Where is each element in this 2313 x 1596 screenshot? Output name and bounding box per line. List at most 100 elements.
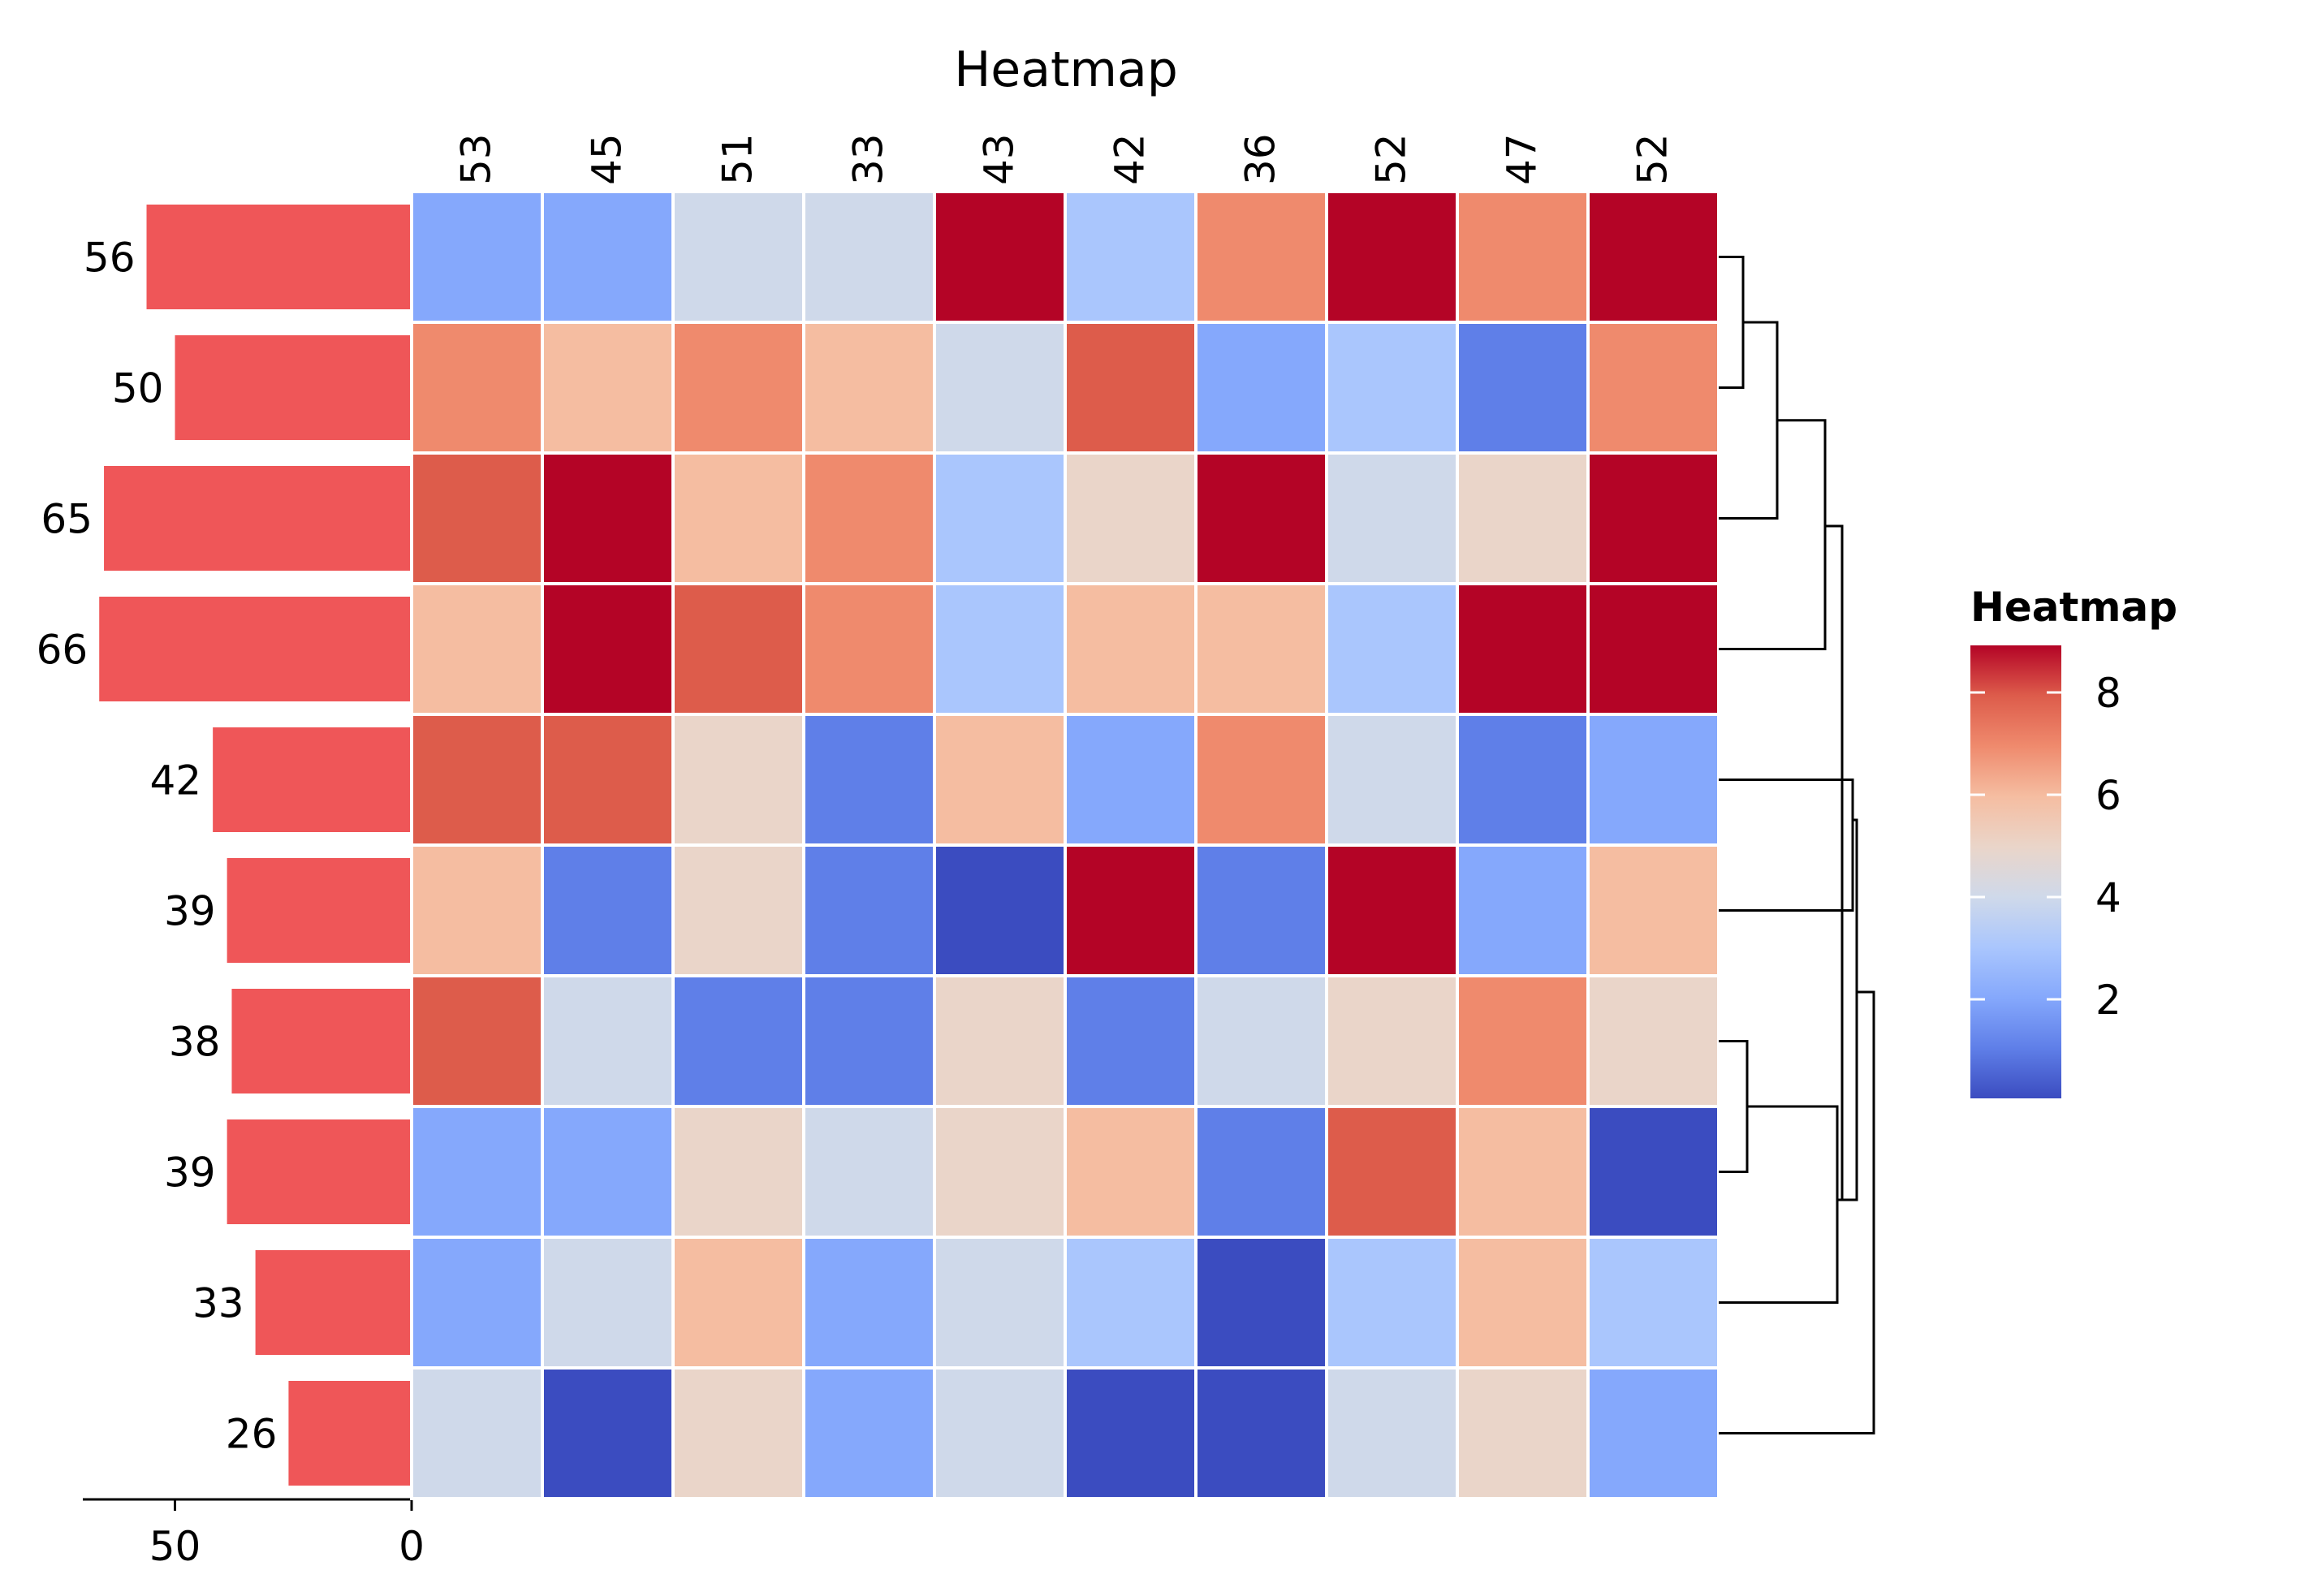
column-label: 51 — [714, 133, 762, 185]
heatmap-cell — [1194, 1236, 1328, 1370]
heatmap-cell — [541, 843, 675, 977]
heatmap-cell — [1325, 321, 1459, 455]
dendrogram-link — [1719, 321, 1779, 520]
heatmap-cell — [1586, 190, 1720, 324]
heatmap-cell — [671, 1366, 805, 1500]
heatmap-cell — [1456, 1236, 1590, 1370]
heatmap-cell — [671, 713, 805, 847]
heatmap-cell — [802, 321, 936, 455]
heatmap-cell — [1456, 713, 1590, 847]
row-bar — [231, 989, 412, 1093]
row-label: 39 — [164, 888, 216, 935]
heatmap-cells — [410, 190, 1720, 1500]
bar-axis-tick-label: 50 — [149, 1523, 201, 1570]
heatmap-cell — [1325, 713, 1459, 847]
heatmap-cell — [1194, 713, 1328, 847]
heatmap-cell — [1064, 451, 1197, 585]
heatmap-cell — [410, 713, 544, 847]
heatmap-cell — [1456, 843, 1590, 977]
heatmap-cell — [1064, 974, 1197, 1108]
heatmap-cell — [541, 1366, 675, 1500]
heatmap-cell — [1586, 1366, 1720, 1500]
heatmap-cell — [1194, 843, 1328, 977]
heatmap-cell — [410, 582, 544, 716]
row-label: 50 — [112, 365, 164, 412]
heatmap-cell — [541, 321, 675, 455]
dendrogram-link — [1825, 524, 1844, 1201]
heatmap-cell — [1586, 974, 1720, 1108]
heatmap-cell — [1456, 974, 1590, 1108]
heatmap-cell — [410, 321, 544, 455]
heatmap-cell — [671, 582, 805, 716]
colorbar-tick-label: 4 — [2095, 874, 2121, 921]
heatmap-cell — [933, 321, 1067, 455]
heatmap-cell — [1586, 451, 1720, 585]
heatmap-cell — [1325, 451, 1459, 585]
heatmap-cell — [933, 713, 1067, 847]
heatmap-cell — [671, 843, 805, 977]
heatmap-cell — [933, 1105, 1067, 1239]
heatmap-cell — [933, 451, 1067, 585]
heatmap-cell — [541, 974, 675, 1108]
heatmap-cell — [671, 451, 805, 585]
heatmap-cell — [1064, 582, 1197, 716]
row-bar — [175, 335, 412, 440]
colorbar-tick-label: 8 — [2095, 670, 2121, 717]
heatmap-cell — [1586, 1236, 1720, 1370]
heatmap-cell — [671, 190, 805, 324]
heatmap-cell — [410, 451, 544, 585]
heatmap-cell — [410, 1366, 544, 1500]
column-label: 45 — [584, 133, 631, 185]
heatmap-cell — [1325, 974, 1459, 1108]
dendrogram-link — [1842, 818, 1858, 1201]
chart-title: Heatmap — [954, 41, 1178, 98]
bar-axis-tick-label: 0 — [399, 1523, 425, 1570]
heatmap-cell — [933, 843, 1067, 977]
heatmap-cell — [410, 974, 544, 1108]
heatmap-cell — [802, 1366, 936, 1500]
heatmap-cell — [410, 1236, 544, 1370]
heatmap-cell — [1325, 1236, 1459, 1370]
heatmap-cell — [1194, 974, 1328, 1108]
heatmap-cell — [1064, 1366, 1197, 1500]
heatmap-cell — [1194, 1366, 1328, 1500]
heatmap-cell — [671, 1236, 805, 1370]
row-bar — [255, 1250, 412, 1355]
row-bar — [104, 466, 412, 571]
heatmap-cell — [1194, 321, 1328, 455]
column-label: 42 — [1107, 133, 1154, 185]
dendrogram-link — [1719, 1040, 1749, 1173]
row-label: 56 — [84, 235, 136, 282]
heatmap-cell — [1325, 190, 1459, 324]
dendrogram-link — [1719, 419, 1827, 650]
row-label: 33 — [192, 1280, 244, 1327]
heatmap-cell — [410, 843, 544, 977]
heatmap-cell — [802, 190, 936, 324]
heatmap-cell — [671, 974, 805, 1108]
heatmap-cell — [1194, 451, 1328, 585]
row-label: 38 — [169, 1019, 221, 1066]
heatmap-cell — [1586, 843, 1720, 977]
column-label: 52 — [1629, 133, 1676, 185]
heatmap-cell — [933, 1236, 1067, 1370]
dendrogram-link — [1719, 779, 1854, 912]
heatmap-cell — [1064, 190, 1197, 324]
heatmap-cell — [1325, 1366, 1459, 1500]
column-label: 43 — [976, 133, 1023, 185]
row-bar — [213, 727, 412, 832]
heatmap-cell — [541, 1105, 675, 1239]
row-bar — [227, 858, 412, 963]
heatmap-cell — [1586, 321, 1720, 455]
heatmap-cell — [541, 1236, 675, 1370]
heatmap-cell — [802, 451, 936, 585]
heatmap-cell — [671, 1105, 805, 1239]
heatmap-cell — [1064, 1105, 1197, 1239]
column-label: 36 — [1237, 133, 1284, 185]
colorbar: Heatmap 8 6 4 2 — [1970, 584, 2177, 1098]
heatmap-cell — [541, 582, 675, 716]
heatmap-cell — [933, 582, 1067, 716]
heatmap-cell — [1064, 321, 1197, 455]
row-bar — [288, 1381, 412, 1486]
row-bar-axis: 50 0 — [83, 1498, 425, 1570]
row-label: 65 — [41, 496, 93, 543]
